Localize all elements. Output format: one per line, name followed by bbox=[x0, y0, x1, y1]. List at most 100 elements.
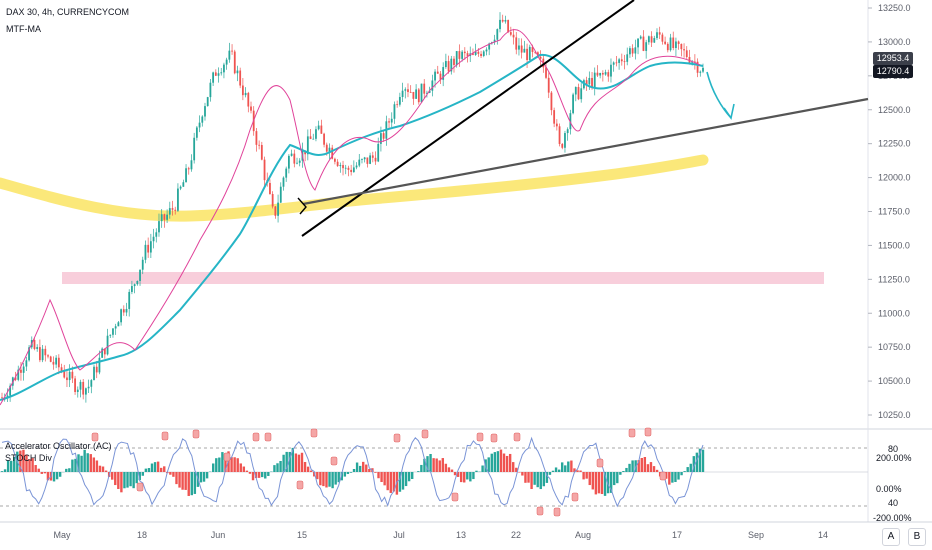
osc-bar bbox=[680, 472, 683, 476]
osc-bar bbox=[579, 470, 582, 472]
x-tick-label: 17 bbox=[672, 530, 682, 540]
candle-body bbox=[610, 64, 612, 77]
log-scale-button[interactable]: B bbox=[908, 528, 926, 546]
candle-body bbox=[22, 366, 25, 373]
osc-bar bbox=[141, 472, 145, 476]
candle-body bbox=[112, 328, 114, 335]
candle-body bbox=[241, 85, 244, 96]
candle-body bbox=[263, 159, 266, 181]
candle-body bbox=[158, 221, 160, 233]
candle-body bbox=[626, 54, 629, 62]
osc-bar bbox=[172, 472, 175, 477]
candle-body bbox=[702, 67, 704, 72]
osc-bar bbox=[71, 459, 74, 472]
divergence-marker bbox=[310, 428, 318, 438]
candle-body bbox=[55, 357, 58, 365]
candle-body bbox=[574, 87, 577, 95]
osc-bar bbox=[444, 463, 448, 472]
osc-bar bbox=[248, 472, 252, 474]
osc-bar bbox=[68, 468, 71, 472]
candle-body bbox=[518, 45, 520, 50]
candle-body bbox=[545, 67, 547, 78]
candle-body bbox=[536, 52, 539, 57]
candle-body bbox=[363, 157, 366, 160]
candle-body bbox=[141, 259, 144, 270]
candle-body bbox=[185, 168, 187, 183]
candle-body bbox=[204, 106, 206, 117]
candle-body bbox=[177, 188, 179, 211]
candle-body bbox=[152, 236, 155, 242]
candle-body bbox=[412, 92, 415, 99]
osc-bar bbox=[306, 466, 310, 472]
x-tick-label: Jun bbox=[211, 530, 226, 540]
candle-body bbox=[645, 42, 648, 51]
osc-bar bbox=[515, 467, 518, 472]
osc-bar bbox=[628, 463, 631, 472]
y-tick-label: 11250.0 bbox=[878, 274, 910, 284]
candle-body bbox=[74, 378, 76, 392]
candle-body bbox=[49, 356, 52, 362]
candle-body bbox=[20, 369, 22, 373]
candle-body bbox=[658, 32, 661, 35]
candle-body bbox=[109, 334, 112, 336]
candle-body bbox=[526, 48, 528, 61]
osc-bar bbox=[313, 472, 316, 477]
candle-body bbox=[47, 355, 49, 357]
candle-body bbox=[225, 59, 228, 65]
osc-bar bbox=[92, 457, 96, 472]
candle-body bbox=[442, 67, 445, 80]
osc-bar bbox=[245, 470, 249, 472]
osc-bar bbox=[365, 464, 368, 472]
candle-body bbox=[331, 147, 334, 159]
candle-body bbox=[206, 97, 209, 107]
y-tick-label: 12500.0 bbox=[878, 105, 911, 115]
candle-body bbox=[431, 80, 434, 91]
auto-scale-button[interactable]: A bbox=[882, 528, 900, 546]
x-tick-label: 13 bbox=[456, 530, 466, 540]
candle-body bbox=[447, 61, 450, 72]
osc-bar bbox=[683, 471, 686, 472]
divergence-marker bbox=[451, 492, 459, 502]
osc-bar bbox=[545, 472, 549, 483]
candle-body bbox=[466, 53, 469, 56]
candle-body bbox=[117, 322, 120, 327]
divergence-marker bbox=[476, 432, 484, 442]
candle-body bbox=[160, 214, 163, 222]
candle-body bbox=[650, 36, 653, 43]
candle-body bbox=[120, 309, 122, 323]
candle-body bbox=[285, 168, 288, 178]
osc-bar bbox=[459, 472, 463, 483]
osc-bar bbox=[40, 472, 43, 474]
osc-right-label-40: 40 bbox=[888, 498, 899, 508]
black-marker bbox=[297, 197, 307, 215]
candle-body bbox=[401, 90, 404, 97]
osc-bar bbox=[594, 472, 598, 495]
osc-bar bbox=[193, 472, 197, 494]
candle-body bbox=[282, 177, 285, 187]
candle-body bbox=[179, 186, 182, 189]
y-tick-label: 11750.0 bbox=[878, 207, 910, 217]
candle-body bbox=[683, 49, 685, 51]
osc-bar bbox=[542, 472, 546, 487]
candle-body bbox=[347, 167, 350, 170]
candle-body bbox=[361, 159, 363, 161]
candle-body bbox=[390, 118, 393, 123]
candle-body bbox=[44, 348, 47, 356]
candle-body bbox=[407, 89, 409, 92]
candle-body bbox=[599, 72, 602, 76]
osc-bar bbox=[616, 472, 619, 484]
candle-body bbox=[588, 77, 591, 85]
osc-bar bbox=[0, 471, 4, 472]
candle-body bbox=[358, 159, 361, 166]
osc-bar bbox=[453, 472, 457, 476]
candle-body bbox=[366, 157, 369, 164]
osc-bar bbox=[291, 447, 295, 472]
osc-bar bbox=[111, 472, 114, 480]
osc-bar bbox=[331, 472, 334, 489]
osc-bar bbox=[432, 458, 435, 472]
candle-body bbox=[339, 165, 342, 167]
divergence-marker bbox=[296, 480, 304, 490]
candle-body bbox=[634, 47, 637, 54]
osc-bar bbox=[34, 465, 37, 472]
